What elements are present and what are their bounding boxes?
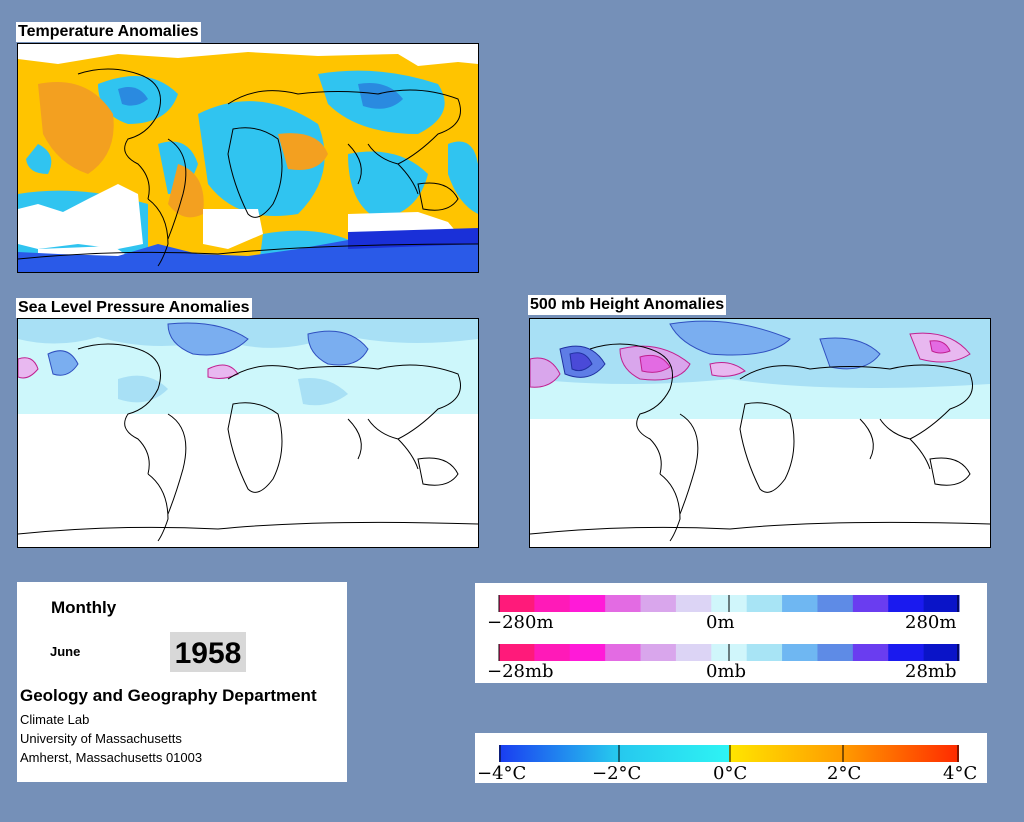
slp-legend-swatch-0 [499,644,535,661]
height-legend-swatch-0 [499,595,535,612]
frequency-label: Monthly [51,598,117,617]
temperature-legend: −4°C −2°C 0°C 2°C 4°C [475,733,987,783]
address-label: Amherst, Massachusetts 01003 [20,750,203,765]
temp-legend-neg2: −2°C [592,763,641,783]
height-legend-swatch-2 [569,595,606,612]
height-legend-swatch-1 [534,595,571,612]
height-legend-swatch-5 [675,595,712,612]
height-legend-swatch-3 [605,595,642,612]
temperature-color-scale [499,745,959,762]
slp-anomaly-map [17,318,479,548]
height-legend-swatch-4 [640,595,677,612]
height-panel-title: 500 mb Height Anomalies [528,295,727,315]
slp-legend-swatch-1 [534,644,571,661]
year-display: 1958 [170,632,246,672]
height-legend-swatch-9 [817,595,854,612]
temp-legend-neg4: −4°C [477,763,526,783]
slp-legend-swatch-3 [605,644,642,661]
slp-legend-max: 28mb [905,661,957,682]
height-legend-zero: 0m [706,612,735,633]
slp-legend-min: −28mb [487,661,554,682]
temperature-panel-title: Temperature Anomalies [16,22,201,42]
month-label: June [50,644,81,659]
slp-legend-swatch-9 [817,644,854,661]
temperature-anomaly-map [17,43,479,273]
slp-legend-swatch-7 [746,644,783,661]
slp-legend-swatch-8 [782,644,818,661]
slp-legend-swatch-12 [923,644,960,661]
slp-legend-swatch-5 [675,644,712,661]
height-slp-legend: −280m 0m 280m −28mb 0mb 28mb [475,583,987,683]
height-anomaly-map [529,318,991,548]
slp-legend-zero: 0mb [706,661,746,682]
slp-color-scale [498,644,960,661]
department-label: Geology and Geography Department [20,686,317,705]
height-legend-max: 280m [905,612,956,633]
height-legend-swatch-8 [782,595,818,612]
slp-panel-title: Sea Level Pressure Anomalies [16,298,252,318]
slp-legend-swatch-11 [888,644,925,661]
temp-legend-zero: 0°C [713,763,747,783]
height-legend-swatch-7 [746,595,783,612]
height-color-scale [498,595,960,612]
slp-legend-swatch-4 [640,644,677,661]
slp-legend-swatch-2 [569,644,606,661]
info-panel: Monthly June 1958 Geology and Geography … [17,582,347,782]
height-legend-swatch-12 [923,595,960,612]
university-label: University of Massachusetts [20,731,182,746]
height-legend-swatch-10 [852,595,889,612]
slp-legend-swatch-10 [852,644,889,661]
lab-label: Climate Lab [20,712,90,727]
height-legend-swatch-11 [888,595,925,612]
temp-legend-pos2: 2°C [827,763,861,783]
height-legend-min: −280m [487,612,554,633]
temp-legend-pos4: 4°C [943,763,977,783]
